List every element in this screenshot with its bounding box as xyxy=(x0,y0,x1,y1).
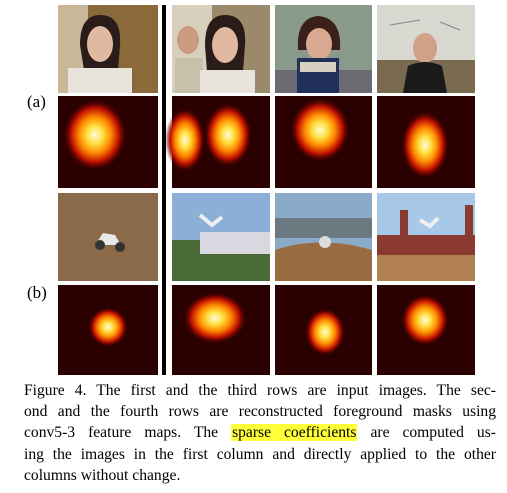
photo-row xyxy=(58,193,475,281)
caption-line: ing the images in the first column and d… xyxy=(24,445,496,463)
heatmap-row xyxy=(58,96,475,188)
caption-line: conv5-3 feature maps. The sparse coeffic… xyxy=(24,422,496,443)
row-label: (a) xyxy=(27,92,46,111)
caption: Figure 4. The first and the third rows a… xyxy=(24,380,496,486)
row-label: (b) xyxy=(27,283,47,302)
caption-text: are computed us- xyxy=(370,424,496,442)
caption-text: conv5-3 feature maps. The xyxy=(24,424,219,442)
highlight: sparse coefficients xyxy=(231,424,358,442)
caption-line: columns without change. xyxy=(24,466,181,484)
heatmap-row xyxy=(58,285,475,375)
divider xyxy=(162,5,166,375)
caption-line: ond and the fourth rows are reconstructe… xyxy=(24,403,496,421)
photo-row xyxy=(58,5,475,93)
figure xyxy=(58,5,475,375)
caption-line: Figure 4. The first and the third rows a… xyxy=(24,382,496,399)
